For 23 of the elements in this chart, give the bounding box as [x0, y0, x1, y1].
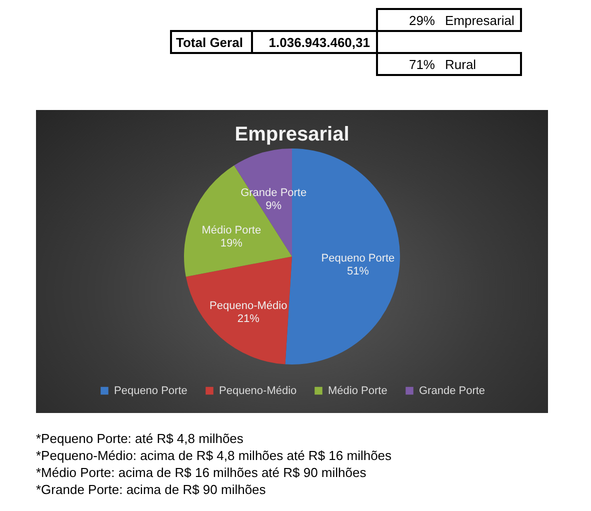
text: 71%	[408, 56, 435, 72]
legend-label: Pequeno Porte	[114, 384, 188, 397]
text: Rural	[445, 56, 476, 72]
pie-slice	[186, 256, 292, 364]
text: Empresarial	[445, 12, 514, 28]
text: 1.036.943.460,31	[268, 34, 370, 50]
text: *Pequeno Porte: até R$ 4,8 milhões	[36, 430, 244, 447]
legend-label: Grande Porte	[419, 384, 486, 397]
text: *Grande Porte: acima de R$ 90 milhões	[36, 481, 267, 498]
text: 29%	[408, 12, 435, 28]
slice-label: Pequeno-Médio	[210, 300, 288, 312]
legend-label: Médio Porte	[328, 384, 388, 397]
legend-label: Pequeno-Médio	[219, 384, 297, 397]
text: *Médio Porte: acima de R$ 16 milhões até R$ 90 milhões	[36, 464, 368, 481]
data-label: 9%	[266, 200, 282, 212]
text: Total Geral	[176, 34, 243, 50]
data-label: 51%	[346, 266, 370, 278]
slice-label: Médio Porte	[202, 224, 262, 236]
data-label: 21%	[237, 313, 260, 326]
chart-title: Empresarial	[234, 124, 350, 146]
slice-label: Pequeno Porte	[321, 252, 395, 265]
text: *Pequeno-Médio: acima de R$ 4,8 milhões até R$ 16 milhões	[36, 447, 393, 464]
data-label: 19%	[220, 237, 243, 250]
